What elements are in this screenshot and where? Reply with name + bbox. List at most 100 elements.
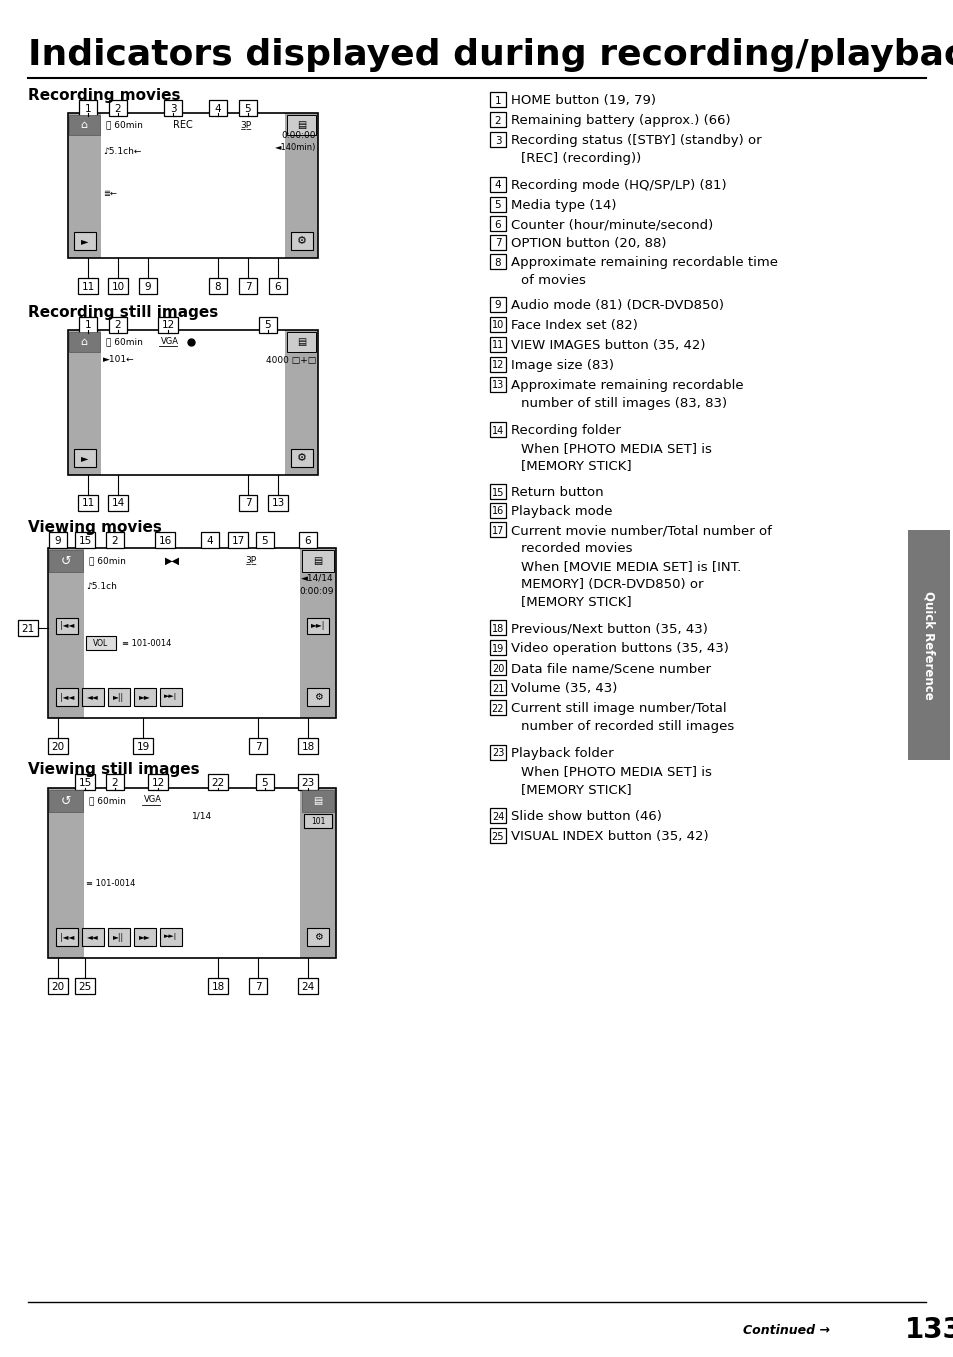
Text: 5: 5 <box>244 103 251 114</box>
Text: 2: 2 <box>114 320 121 331</box>
Bar <box>79 318 97 332</box>
Bar <box>258 318 276 332</box>
Text: 22: 22 <box>212 778 224 787</box>
Text: 3̲P̲: 3̲P̲ <box>240 121 251 129</box>
Bar <box>139 278 157 294</box>
Text: Counter (hour/minute/second): Counter (hour/minute/second) <box>511 218 713 231</box>
Text: Approximate remaining recordable time: Approximate remaining recordable time <box>511 256 778 269</box>
Text: |◄◄: |◄◄ <box>60 932 74 942</box>
Bar <box>249 738 267 754</box>
Text: 7: 7 <box>495 239 500 248</box>
Bar <box>106 532 124 548</box>
Bar <box>160 688 182 706</box>
Text: VIEW IMAGES button (35, 42): VIEW IMAGES button (35, 42) <box>511 339 705 351</box>
Text: 23: 23 <box>492 749 503 759</box>
Bar <box>907 531 949 760</box>
Text: Volume (35, 43): Volume (35, 43) <box>511 683 617 695</box>
Text: Playback folder: Playback folder <box>511 746 613 760</box>
Bar <box>82 928 104 946</box>
Bar <box>79 100 97 115</box>
Bar <box>109 318 127 332</box>
Text: ◄140min): ◄140min) <box>274 142 315 152</box>
Text: 8: 8 <box>214 281 221 292</box>
Text: 17: 17 <box>232 536 244 546</box>
Bar <box>56 688 78 706</box>
Bar <box>307 928 329 946</box>
Bar <box>490 176 505 191</box>
Text: ◄◄: ◄◄ <box>87 692 99 702</box>
Text: Audio mode (81) (DCR-DVD850): Audio mode (81) (DCR-DVD850) <box>511 299 723 312</box>
Text: 11: 11 <box>81 498 94 509</box>
Text: 3̲P̲: 3̲P̲ <box>245 555 255 565</box>
Bar <box>490 92 505 107</box>
Text: 14: 14 <box>492 426 503 436</box>
Bar <box>68 113 101 258</box>
Bar <box>490 745 505 760</box>
Text: 5: 5 <box>261 536 268 546</box>
Bar <box>48 738 68 754</box>
Text: 133: 133 <box>904 1316 953 1343</box>
Text: 2: 2 <box>495 115 500 125</box>
Text: 7: 7 <box>254 741 261 752</box>
Text: 16: 16 <box>492 506 503 517</box>
Bar <box>490 235 505 250</box>
Text: Indicators displayed during recording/playback: Indicators displayed during recording/pl… <box>28 38 953 72</box>
Text: OPTION button (20, 88): OPTION button (20, 88) <box>511 237 666 250</box>
Text: 20: 20 <box>492 664 503 673</box>
Bar <box>75 978 95 993</box>
Bar <box>48 548 335 718</box>
Bar <box>48 788 84 958</box>
Bar <box>490 216 505 231</box>
Text: VGA: VGA <box>161 337 179 346</box>
Text: ␉ 60min: ␉ 60min <box>106 121 143 129</box>
Bar <box>209 278 227 294</box>
Text: Current still image number/Total: Current still image number/Total <box>511 702 726 715</box>
Bar <box>490 377 505 392</box>
Text: 14: 14 <box>112 498 125 509</box>
Text: 10: 10 <box>112 281 125 292</box>
Bar <box>302 790 334 811</box>
Bar <box>297 738 317 754</box>
Bar <box>164 100 182 115</box>
Text: ↺: ↺ <box>61 794 71 807</box>
Bar <box>133 928 156 946</box>
Text: ►►|: ►►| <box>164 934 177 940</box>
Bar <box>48 548 84 718</box>
Text: ►: ► <box>81 453 89 463</box>
Text: ␉ 60min: ␉ 60min <box>106 338 143 346</box>
Text: 1/14: 1/14 <box>192 811 212 821</box>
Bar <box>285 330 317 475</box>
Text: ♪5.1ch: ♪5.1ch <box>86 582 117 590</box>
Bar <box>291 449 313 467</box>
Text: 9: 9 <box>145 281 152 292</box>
Text: [REC] (recording)): [REC] (recording)) <box>520 152 640 166</box>
Text: of movies: of movies <box>520 274 585 286</box>
Bar <box>108 495 128 512</box>
Text: number of still images (83, 83): number of still images (83, 83) <box>520 398 726 410</box>
Bar <box>490 422 505 437</box>
Bar <box>490 297 505 312</box>
Bar <box>48 788 335 958</box>
Text: [MEMORY STICK]: [MEMORY STICK] <box>520 783 631 797</box>
Text: Playback mode: Playback mode <box>511 505 612 518</box>
Text: ▶◀: ▶◀ <box>164 556 179 566</box>
Text: 24: 24 <box>301 981 314 992</box>
Bar <box>49 532 67 548</box>
Text: 13: 13 <box>271 498 284 509</box>
Text: REC: REC <box>172 119 193 130</box>
Text: ◄14/14: ◄14/14 <box>301 574 334 582</box>
Text: When [PHOTO MEDIA SET] is: When [PHOTO MEDIA SET] is <box>520 442 711 455</box>
Text: Recording movies: Recording movies <box>28 88 180 103</box>
Text: [MEMORY STICK]: [MEMORY STICK] <box>520 459 631 472</box>
Bar <box>160 928 182 946</box>
Bar <box>209 100 227 115</box>
Text: 7: 7 <box>254 981 261 992</box>
Text: 21: 21 <box>21 623 34 634</box>
Text: HOME button (19, 79): HOME button (19, 79) <box>511 94 656 107</box>
Text: 1: 1 <box>495 95 500 106</box>
Text: 25: 25 <box>78 981 91 992</box>
Bar <box>287 115 315 134</box>
Bar <box>48 978 68 993</box>
Bar <box>75 532 95 548</box>
Text: Continued →: Continued → <box>742 1323 829 1337</box>
